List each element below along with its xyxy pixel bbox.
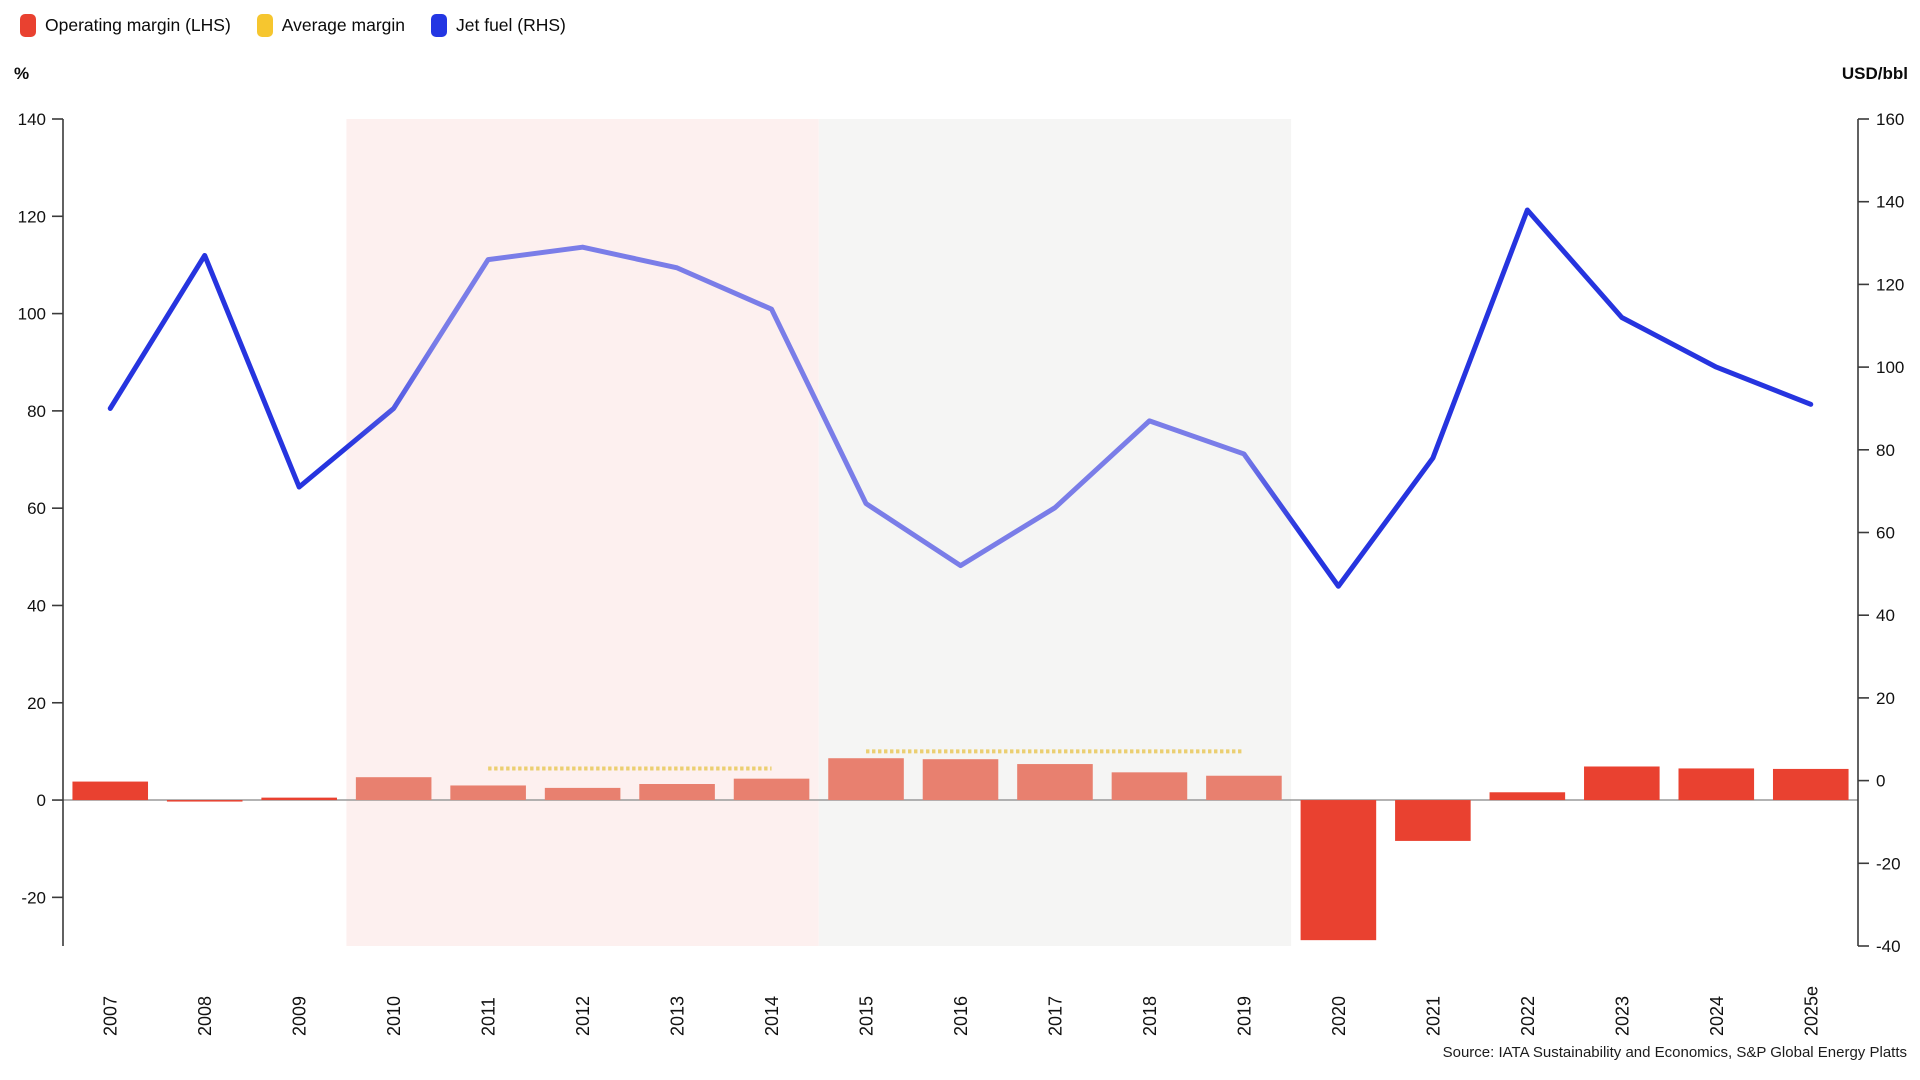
bar-2016 [922,759,999,801]
right-tick-label: -40 [1876,937,1901,956]
x-label-2010: 2010 [384,996,404,1036]
x-label-2021: 2021 [1423,996,1443,1036]
right-tick-label: 140 [1876,193,1904,212]
bar-2013 [639,784,715,801]
bar-2021 [1395,800,1471,841]
legend-label: Average margin [281,15,405,35]
left-tick-label: 40 [27,596,46,615]
x-label-2016: 2016 [951,996,971,1036]
x-label-2024: 2024 [1707,996,1727,1036]
x-label-2012: 2012 [573,996,593,1036]
right-tick-label: 0 [1876,772,1885,791]
x-label-2011: 2011 [479,997,499,1036]
left-axis-title: % [14,64,30,83]
legend-label: Operating margin (LHS) [45,15,231,35]
cycle-band-1 [818,119,1292,946]
right-tick-label: 40 [1876,606,1895,625]
bar-2008 [166,800,243,802]
chart-legend: Operating margin (LHS) Average margin Jet … [20,14,566,37]
left-tick-label: 60 [27,499,46,518]
bar-2020 [1300,800,1377,941]
source-note: Source: IATA Sustainability and Economic… [1442,1044,1907,1061]
legend-swatch [20,14,36,37]
bar-2011 [450,785,526,801]
left-tick-label: 100 [18,305,46,324]
x-label-2008: 2008 [195,996,215,1036]
left-tick-label: 0 [37,791,46,810]
x-label-2020: 2020 [1329,996,1349,1036]
bar-2007 [72,781,149,801]
right-tick-label: 120 [1876,275,1904,294]
right-tick-label: 100 [1876,358,1904,377]
bar-2015 [828,758,904,801]
x-label-2007: 2007 [101,996,121,1036]
left-tick-label: -20 [21,888,46,907]
bar-2017 [1017,764,1093,801]
right-tick-label: 160 [1876,110,1904,129]
jet-fuel-line [107,207,1814,589]
bar-2018 [1111,772,1188,801]
legend-swatch [256,14,273,37]
left-tick-label: 140 [18,110,46,129]
bar-2019 [1206,775,1282,801]
right-tick-label: 60 [1876,524,1895,543]
cycle-band-0 [346,119,819,946]
bar-2022 [1489,792,1566,801]
x-label-2018: 2018 [1140,996,1160,1036]
legend-item-2: Jet fuel (RHS) [431,14,566,37]
x-label-2023: 2023 [1612,996,1632,1036]
bar-2014 [733,778,810,801]
right-tick-label: -20 [1876,854,1901,873]
legend-item-1: Average margin [256,14,405,37]
x-label-2019: 2019 [1234,996,1254,1036]
legend-swatch [431,14,447,37]
x-label-2014: 2014 [762,996,782,1036]
x-label-2015: 2015 [857,996,877,1036]
bar-2010 [355,777,432,801]
bar-2023 [1584,766,1660,801]
bar-2009 [261,797,337,801]
bar-2024 [1678,768,1755,801]
legend-label: Jet fuel (RHS) [456,15,566,35]
x-label-2022: 2022 [1518,996,1538,1036]
bar-2025e [1772,768,1849,801]
x-label-2017: 2017 [1045,996,1065,1036]
legend-item-0: Operating margin (LHS) [20,14,231,37]
right-axis-title: USD/bbl [1841,64,1908,83]
right-tick-label: 80 [1876,441,1895,460]
x-label-2025e: 2025e [1801,986,1821,1036]
right-tick-label: 20 [1876,689,1895,708]
left-tick-label: 80 [27,402,46,421]
left-tick-label: 120 [18,207,46,226]
x-label-2013: 2013 [668,996,688,1036]
left-tick-label: 20 [27,694,46,713]
x-label-2009: 2009 [290,996,310,1036]
bar-2012 [544,787,621,801]
